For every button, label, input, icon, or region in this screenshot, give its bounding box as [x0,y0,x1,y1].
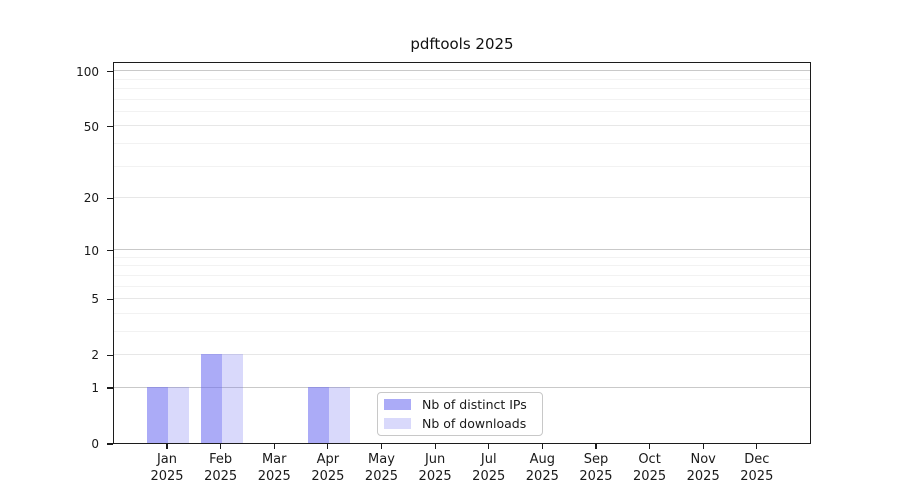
y-tick-label-5: 5 [91,292,99,307]
x-tick-label-mar: Mar 2025 [242,451,306,485]
bar-downloads-jan [168,387,189,443]
x-tick-year: 2025 [150,469,184,484]
x-tick-year: 2025 [633,469,667,484]
x-tick-year: 2025 [740,469,774,484]
x-tick-year: 2025 [257,469,291,484]
x-tick-label-aug: Aug 2025 [510,451,574,485]
y-tick-label-1: 1 [91,381,99,396]
x-tick-year: 2025 [579,469,613,484]
x-tick-jan [166,444,168,449]
gridline-y-2 [114,353,810,355]
x-tick-apr [327,444,329,449]
x-tick-month: Apr [316,452,340,467]
gridline-y-6 [114,285,810,287]
gridline-y-100 [114,70,810,72]
x-tick-label-jan: Jan 2025 [135,451,199,485]
y-tick-label-0: 0 [91,437,99,451]
x-tick-mar [273,444,275,449]
gridline-y-3 [114,330,810,332]
bar-downloads-apr [328,387,350,443]
bar-distinct-ips-feb [200,354,222,443]
gridline-y-40 [114,142,810,144]
x-tick-label-may: May 2025 [349,451,413,485]
x-tick-oct [648,444,651,449]
gridline-y-50 [114,125,810,127]
gridline-y-80 [114,88,810,90]
x-tick-aug [541,444,543,449]
chart-title: pdftools 2025 [410,35,514,53]
x-tick-month: Oct [638,452,661,467]
y-tick-50 [107,126,113,128]
bar-distinct-ips-apr [307,387,329,443]
y-tick-1 [107,387,113,389]
x-tick-month: Sep [583,452,609,467]
x-tick-dec [756,444,758,449]
y-tick-label-50: 50 [83,119,99,134]
x-tick-month: Jul [480,452,497,467]
y-tick-label-100: 100 [76,64,99,79]
x-tick-month: Jan [156,452,178,467]
x-tick-year: 2025 [311,469,345,484]
x-tick-year: 2025 [686,469,720,484]
gridline-y-1 [114,386,810,388]
y-tick-0 [107,443,113,445]
x-tick-label-feb: Feb 2025 [189,451,253,485]
y-tick-20 [107,197,113,200]
x-tick-label-oct: Oct 2025 [618,451,682,485]
bar-downloads-feb [221,354,243,443]
legend-entry-distinct-ips: Nb of distinct IPs [384,397,536,413]
gridline-y-30 [114,165,810,167]
gridline-y-60 [114,110,810,112]
gridline-y-90 [114,78,810,80]
x-tick-label-sep: Sep 2025 [564,451,628,485]
x-tick-month: May [368,452,395,467]
x-tick-label-jun: Jun 2025 [403,451,467,485]
x-tick-sep [595,444,597,449]
x-tick-jun [434,444,436,449]
y-tick-100 [107,71,113,73]
x-tick-year: 2025 [364,469,399,484]
y-tick-label-20: 20 [83,191,99,206]
x-tick-year: 2025 [472,469,506,484]
x-tick-year: 2025 [525,469,559,484]
legend-entry-downloads: Nb of downloads [384,416,536,432]
gridline-y-9 [114,256,810,258]
gridline-y-10 [114,249,810,251]
gridline-y-20 [114,196,810,198]
x-tick-year: 2025 [204,469,238,484]
x-tick-month: Dec [744,452,770,467]
y-tick-label-10: 10 [83,243,99,258]
legend-label-distinct-ips: Nb of distinct IPs [422,396,527,412]
x-tick-label-apr: Apr 2025 [296,451,360,485]
x-tick-feb [220,444,222,449]
x-tick-month: Aug [529,452,556,467]
x-tick-may [380,444,383,449]
x-tick-label-jul: Jul 2025 [457,451,521,485]
y-tick-2 [107,354,113,356]
gridline-y-7 [114,274,810,276]
y-tick-10 [107,249,113,252]
x-tick-month: Jun [424,452,446,467]
x-tick-jul [488,444,490,449]
x-tick-month: Mar [261,452,287,467]
legend: Nb of distinct IPs Nb of downloads [377,392,543,436]
gridline-y-5 [114,298,810,299]
x-tick-label-nov: Nov 2025 [671,451,735,485]
gridline-y-4 [114,312,810,314]
y-tick-5 [107,298,113,301]
y-tick-label-2: 2 [91,348,99,363]
plot-area [113,62,811,444]
x-tick-year: 2025 [418,469,452,484]
x-tick-nov [702,444,704,449]
legend-label-downloads: Nb of downloads [422,415,527,431]
gridline-y-70 [114,98,810,100]
bar-distinct-ips-jan [147,387,168,443]
legend-swatch-downloads [384,418,411,429]
legend-swatch-distinct-ips [384,399,411,410]
x-tick-label-dec: Dec 2025 [725,451,789,485]
x-tick-month: Nov [690,452,716,467]
x-tick-month: Feb [209,452,233,467]
gridline-y-8 [114,265,810,267]
